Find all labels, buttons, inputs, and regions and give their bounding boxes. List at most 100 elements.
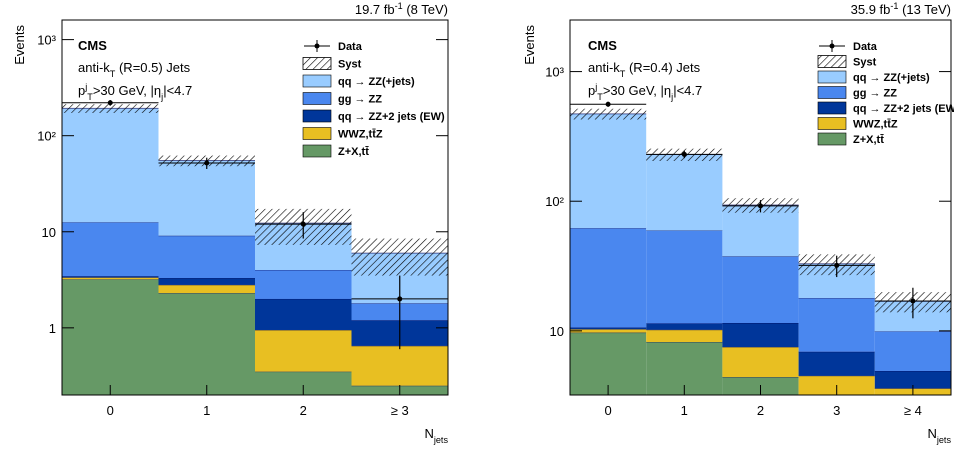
histogram-segment	[570, 327, 647, 330]
histogram-segment	[646, 154, 723, 231]
histogram-segment	[570, 332, 647, 395]
y-tick-label: 10	[42, 225, 56, 240]
lumi-label-part: -1	[395, 1, 403, 11]
data-point	[107, 100, 113, 106]
histogram-segment	[158, 160, 255, 236]
lumi-label: 35.9 fb-1 (13 TeV)	[851, 1, 951, 17]
histogram-segment	[351, 345, 448, 386]
legend-label: gg → ZZ	[853, 88, 897, 100]
lumi-label-part: (13 TeV)	[898, 2, 951, 17]
x-axis-label-part: jets	[936, 435, 952, 445]
histogram-segment	[62, 222, 159, 277]
syst-band	[570, 108, 647, 120]
annotation-part: p	[78, 83, 85, 98]
y-tick-label: 10	[550, 324, 564, 339]
data-point	[834, 262, 840, 268]
histogram-segment	[722, 322, 799, 348]
histogram-segment	[62, 108, 159, 223]
legend-label: WWZ,tt̄Z	[853, 119, 898, 131]
histogram-segment	[570, 329, 647, 333]
syst-band	[351, 238, 448, 276]
legend-label: qq → ZZ(+jets)	[338, 76, 415, 88]
legend-label: gg → ZZ	[338, 94, 382, 106]
legend-swatch	[817, 86, 847, 99]
x-tick-label: 2	[300, 403, 307, 418]
lumi-label-part: (8 TeV)	[403, 2, 448, 17]
annotation-part: (R=0.5) Jets	[115, 60, 190, 75]
annotation-part: anti-k	[78, 60, 110, 75]
legend-swatch	[302, 144, 332, 158]
histogram-segment	[255, 329, 352, 372]
histogram-segment	[570, 228, 647, 328]
x-tick-label: ≥ 3	[391, 403, 409, 418]
y-tick-label: 10²	[545, 194, 564, 209]
frame	[61, 19, 449, 396]
lumi-label-part: 35.9 fb	[851, 2, 891, 17]
annotation-part: j	[670, 92, 673, 102]
legend-syst	[302, 57, 332, 70]
legend-swatch	[817, 70, 847, 84]
legend-data-marker	[829, 43, 835, 49]
syst-band	[62, 104, 159, 113]
annotation-part: >30 GeV, |η	[93, 83, 161, 98]
histogram-segment	[646, 342, 723, 395]
histogram-segment	[158, 293, 255, 395]
histogram-segment	[158, 284, 255, 294]
plot-area	[62, 100, 448, 395]
annotation-part: T	[597, 92, 603, 102]
data-point	[758, 203, 763, 209]
data-point	[397, 296, 403, 302]
experiment-label: CMS	[588, 38, 617, 53]
histogram-segment	[646, 230, 723, 324]
legend-label: qq → ZZ+2 jets (EW)	[853, 103, 954, 115]
legend-label: Data	[853, 41, 878, 53]
legend-label: WWZ,tt̄Z	[338, 129, 383, 141]
legend-swatch	[302, 127, 332, 140]
legend-swatch	[817, 117, 847, 130]
legend-swatch	[817, 101, 847, 115]
plot-area	[570, 101, 951, 395]
histogram-segment	[158, 278, 255, 285]
annotation-part: anti-k	[588, 60, 620, 75]
histogram-segment	[646, 329, 723, 343]
annotation: anti-kT (R=0.5) Jets	[78, 60, 191, 79]
legend-label: Data	[338, 41, 363, 53]
data-point	[605, 101, 611, 107]
legend-swatch	[817, 132, 847, 146]
legend-label: qq → ZZ(+jets)	[853, 72, 930, 84]
histogram-segment	[646, 323, 723, 330]
histogram-segment	[722, 205, 799, 257]
annotation-part: j	[84, 82, 87, 92]
histogram-segment	[874, 331, 951, 372]
histogram-segment	[62, 279, 159, 395]
annotation-part: j	[160, 92, 163, 102]
y-tick-label: 10²	[37, 129, 56, 144]
histogram-segment	[62, 276, 159, 278]
annotation: pjT>30 GeV, |ηj|<4.7	[78, 82, 192, 102]
legend-label: Z+X,tt̄	[853, 134, 884, 146]
data-point	[681, 151, 687, 157]
annotation-part: T	[620, 69, 626, 79]
annotation-part: p	[588, 83, 595, 98]
x-axis-label-part: N	[927, 426, 936, 441]
histogram-segment	[255, 298, 352, 330]
x-tick-label: 1	[203, 403, 210, 418]
x-tick-label: 1	[681, 403, 688, 418]
y-axis-label: Events	[12, 25, 27, 65]
annotation-part: |<4.7	[673, 83, 702, 98]
annotation-part: T	[110, 69, 116, 79]
x-tick-label: 0	[604, 403, 611, 418]
x-axis-label-part: N	[424, 426, 433, 441]
histogram-segment	[158, 235, 255, 279]
y-tick-label: 10³	[37, 33, 56, 48]
annotation-part: (R=0.4) Jets	[625, 60, 700, 75]
y-tick-label: 1	[49, 321, 56, 336]
y-tick-label: 10³	[545, 65, 564, 80]
lumi-label: 19.7 fb-1 (8 TeV)	[355, 1, 448, 17]
legend-swatch	[302, 74, 332, 88]
histogram-segment	[874, 371, 951, 389]
histogram-segment	[798, 351, 875, 376]
annotation: anti-kT (R=0.4) Jets	[588, 60, 701, 79]
histogram-segment	[722, 256, 799, 323]
